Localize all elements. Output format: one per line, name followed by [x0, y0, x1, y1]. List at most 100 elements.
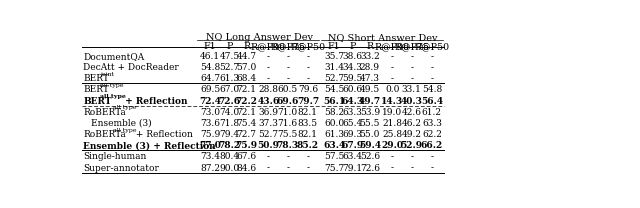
Text: 50.9: 50.9: [257, 141, 279, 150]
Text: F1: F1: [328, 42, 340, 51]
Text: 64.3: 64.3: [342, 97, 364, 106]
Text: BERT: BERT: [83, 74, 109, 83]
Text: 80.4: 80.4: [220, 152, 239, 161]
Text: 31.4: 31.4: [324, 63, 344, 72]
Text: 44.7: 44.7: [237, 52, 257, 61]
Text: all type: all type: [100, 94, 126, 99]
Text: 84.6: 84.6: [237, 163, 257, 173]
Text: -: -: [430, 74, 433, 83]
Text: -: -: [410, 152, 413, 161]
Text: 55.0: 55.0: [360, 130, 380, 139]
Text: 78.2: 78.2: [218, 141, 241, 150]
Text: -: -: [286, 74, 289, 83]
Text: 29.0: 29.0: [381, 141, 403, 150]
Text: 72.4: 72.4: [199, 97, 221, 106]
Text: -: -: [286, 163, 289, 173]
Text: -: -: [430, 52, 433, 61]
Text: 60.0: 60.0: [324, 119, 344, 128]
Text: 14.3: 14.3: [381, 97, 403, 106]
Text: Ensemble (3): Ensemble (3): [91, 119, 152, 128]
Text: 87.2: 87.2: [200, 163, 220, 173]
Text: 59.5: 59.5: [342, 74, 363, 83]
Text: 43.6: 43.6: [257, 97, 280, 106]
Text: DecAtt + DocReader: DecAtt + DocReader: [83, 63, 179, 72]
Text: R@P90: R@P90: [375, 42, 410, 51]
Text: 52.9: 52.9: [401, 141, 423, 150]
Text: 75.7: 75.7: [324, 163, 344, 173]
Text: 47.3: 47.3: [360, 74, 380, 83]
Text: 49.5: 49.5: [360, 85, 380, 94]
Text: 0.0: 0.0: [385, 85, 399, 94]
Text: 73.4: 73.4: [200, 152, 220, 161]
Text: -: -: [267, 152, 270, 161]
Text: 33.2: 33.2: [360, 52, 380, 61]
Text: -: -: [391, 63, 394, 72]
Text: 67.0: 67.0: [220, 85, 239, 94]
Text: 57.0: 57.0: [237, 63, 257, 72]
Text: -: -: [307, 63, 309, 72]
Text: 61.2: 61.2: [422, 108, 442, 117]
Text: -: -: [286, 152, 289, 161]
Text: 65.4: 65.4: [342, 119, 363, 128]
Text: 66.2: 66.2: [420, 141, 443, 150]
Text: -: -: [391, 163, 394, 173]
Text: R: R: [366, 42, 373, 51]
Text: 56.1: 56.1: [323, 97, 346, 106]
Text: -: -: [267, 52, 270, 61]
Text: 67.6: 67.6: [237, 152, 257, 161]
Text: Ensemble (3) + Reflection: Ensemble (3) + Reflection: [83, 141, 216, 150]
Text: R@P75: R@P75: [270, 42, 305, 51]
Text: R@P50: R@P50: [414, 42, 449, 51]
Text: R@P75: R@P75: [394, 42, 429, 51]
Text: -: -: [430, 163, 433, 173]
Text: 71.0: 71.0: [278, 108, 298, 117]
Text: RoBERTa: RoBERTa: [83, 108, 126, 117]
Text: 38.6: 38.6: [343, 52, 363, 61]
Text: 35.7: 35.7: [324, 52, 344, 61]
Text: + Reflection: + Reflection: [134, 130, 193, 139]
Text: 21.8: 21.8: [382, 119, 403, 128]
Text: 25.8: 25.8: [382, 130, 403, 139]
Text: R: R: [243, 42, 250, 51]
Text: 52.6: 52.6: [360, 152, 380, 161]
Text: 69.6: 69.6: [276, 97, 299, 106]
Text: DocumentQA: DocumentQA: [83, 52, 145, 61]
Text: 71.6: 71.6: [278, 119, 298, 128]
Text: BERT: BERT: [83, 97, 111, 106]
Text: 47.5: 47.5: [220, 52, 240, 61]
Text: 85.2: 85.2: [297, 141, 319, 150]
Text: -: -: [410, 63, 413, 72]
Text: 54.5: 54.5: [324, 85, 344, 94]
Text: -: -: [307, 163, 309, 173]
Text: 40.3: 40.3: [401, 97, 422, 106]
Text: R@P50: R@P50: [291, 42, 325, 51]
Text: + Reflection: + Reflection: [122, 97, 188, 106]
Text: Single-human: Single-human: [83, 152, 147, 161]
Text: 60.5: 60.5: [278, 85, 298, 94]
Text: 46.2: 46.2: [402, 119, 422, 128]
Text: 19.0: 19.0: [382, 108, 403, 117]
Text: 79.6: 79.6: [298, 85, 318, 94]
Text: 78.3: 78.3: [276, 141, 299, 150]
Text: -: -: [307, 52, 309, 61]
Text: 72.6: 72.6: [360, 163, 380, 173]
Text: -: -: [267, 163, 270, 173]
Text: Super-annotator: Super-annotator: [83, 163, 159, 173]
Text: -: -: [391, 74, 394, 83]
Text: -: -: [307, 152, 309, 161]
Text: -: -: [391, 152, 394, 161]
Text: 57.5: 57.5: [324, 152, 344, 161]
Text: RoBERTa: RoBERTa: [83, 130, 126, 139]
Text: 56.4: 56.4: [420, 97, 443, 106]
Text: 72.6: 72.6: [218, 97, 241, 106]
Text: -: -: [286, 63, 289, 72]
Text: 74.0: 74.0: [220, 108, 239, 117]
Text: 61.3: 61.3: [220, 74, 239, 83]
Text: 69.5: 69.5: [200, 85, 220, 94]
Text: -: -: [410, 163, 413, 173]
Text: 90.0: 90.0: [220, 163, 239, 173]
Text: 28.9: 28.9: [360, 63, 380, 72]
Text: 67.9: 67.9: [342, 141, 364, 150]
Text: 75.4: 75.4: [237, 119, 257, 128]
Text: 68.4: 68.4: [237, 74, 257, 83]
